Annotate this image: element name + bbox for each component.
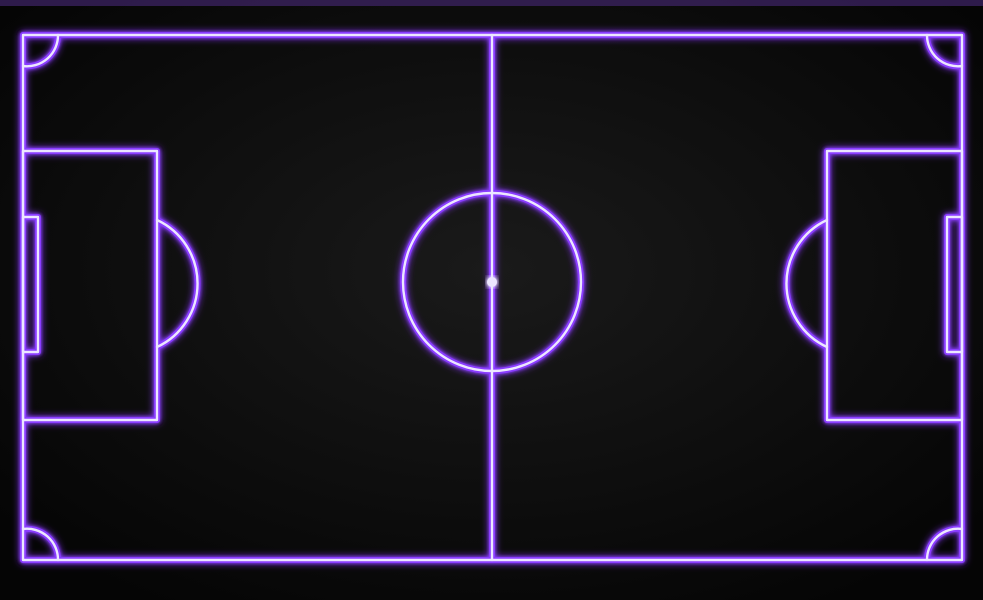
corner-arc-bottom-right [925,527,964,562]
left-penalty-arc [155,218,199,349]
top-edge-band [0,0,983,6]
pitch-lines [21,33,964,562]
corner-arc-bottom-left [21,527,60,562]
corner-arc-top-left [21,33,60,68]
right-goal-area [945,215,964,354]
center-spot [487,277,497,287]
right-penalty-arc [785,218,829,349]
corner-arc-top-right [925,33,964,68]
left-goal-area [21,215,40,354]
center-circle [401,191,583,373]
